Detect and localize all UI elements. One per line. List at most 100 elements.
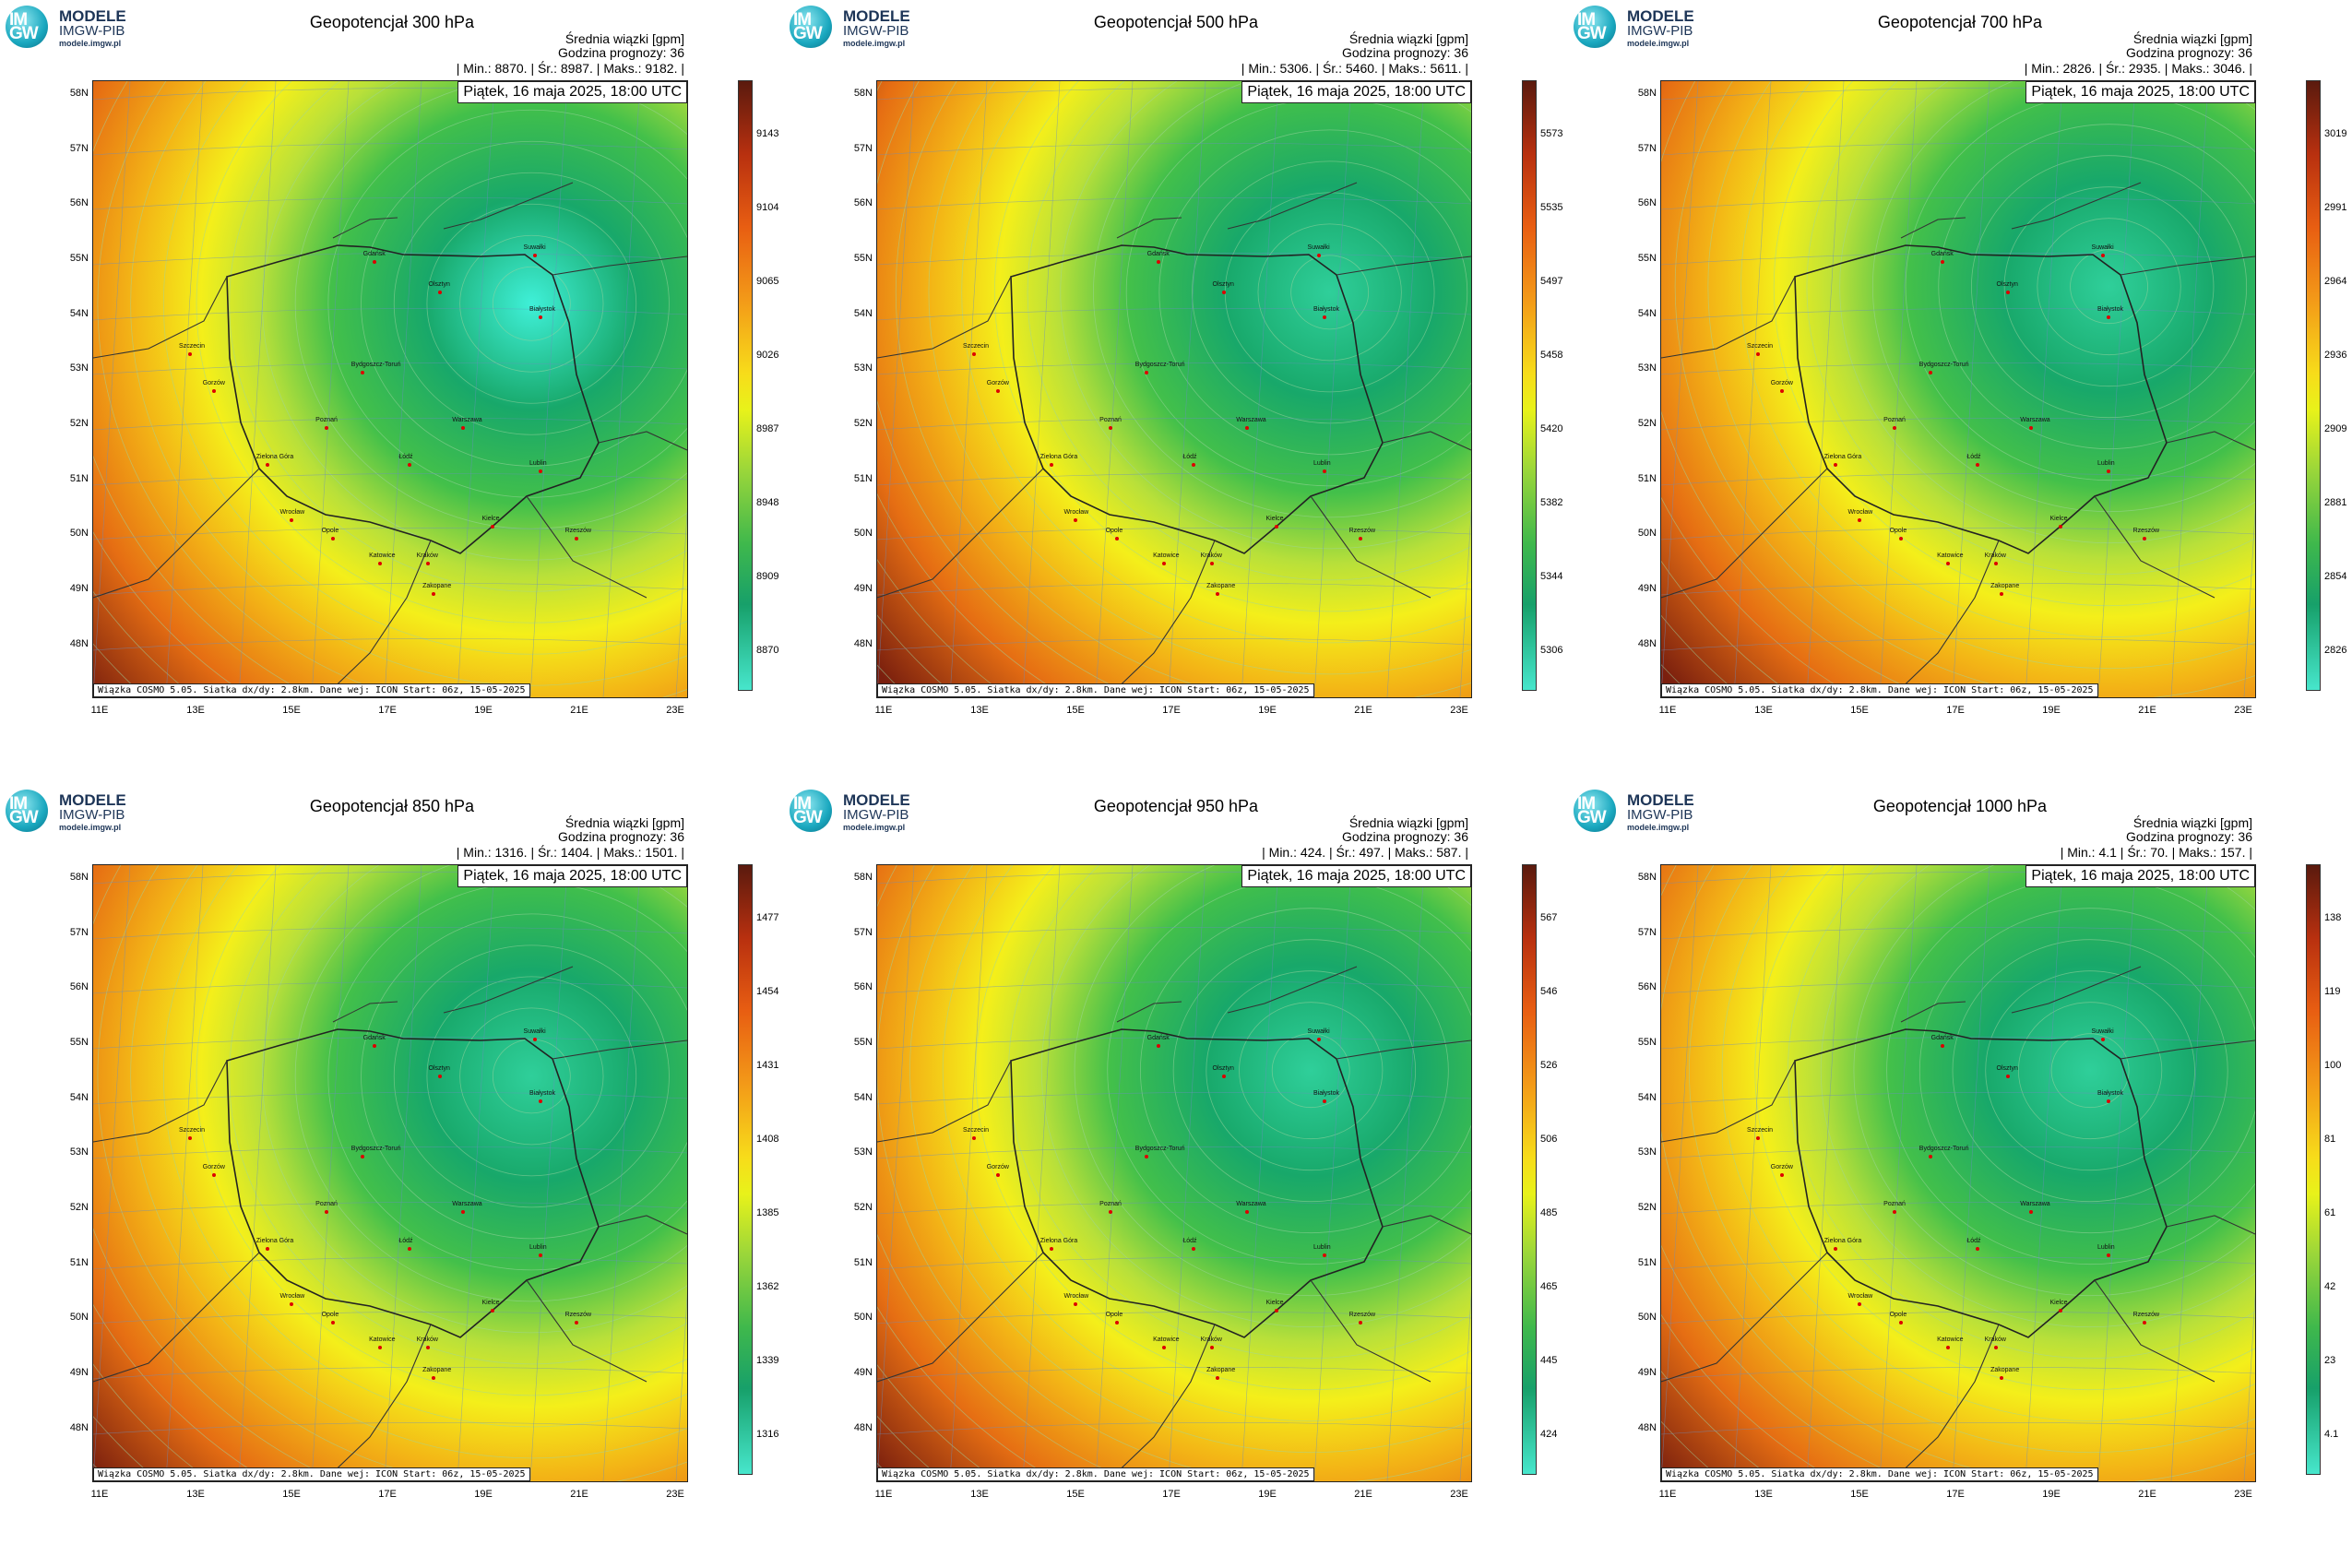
lat-label: 57N <box>69 927 89 938</box>
contour-line <box>294 865 687 1302</box>
lat-label: 54N <box>69 1092 89 1103</box>
contour-line <box>1918 908 2255 1234</box>
lat-label: 53N <box>69 362 89 374</box>
colorbar-tick: 8909 <box>756 571 779 582</box>
city-marker <box>491 1308 495 1313</box>
meridian-line <box>529 865 568 1481</box>
city-label: Gdańsk <box>1930 1034 1954 1041</box>
city-marker <box>1358 537 1362 541</box>
lat-label: 48N <box>1637 638 1657 649</box>
city-marker <box>972 1135 977 1140</box>
colorbar-tick: 23 <box>2324 1355 2336 1366</box>
contour-line <box>393 944 670 1208</box>
panel-title: Geopotencjał 850 hPa <box>309 797 475 815</box>
city-label: Gdańsk <box>362 1034 386 1041</box>
imgw-logo: IM GW MODELE IMGW-PIB modele.imgw.pl <box>1574 790 1721 836</box>
meridian-line <box>1095 81 1134 697</box>
logo-badge-text: IM GW <box>793 794 823 827</box>
colorbar-tick: 2826 <box>2324 645 2347 656</box>
parallel-line <box>877 1091 1471 1105</box>
colorbar-tick: 9026 <box>756 350 779 361</box>
city-marker <box>1898 1321 1903 1325</box>
city-marker <box>1275 1308 1279 1313</box>
parallel-line <box>93 252 687 266</box>
city-marker <box>360 370 364 374</box>
meridian-line <box>1095 865 1134 1481</box>
lon-label: 11E <box>874 1489 893 1500</box>
lon-label: 23E <box>666 1489 684 1500</box>
lon-label: 19E <box>2042 1489 2061 1500</box>
poland-border <box>1010 244 1384 554</box>
colorbar-tick: 5497 <box>1540 276 1563 287</box>
city-marker <box>1946 1346 1951 1350</box>
neighbour-borders <box>1661 1039 2255 1481</box>
city-marker <box>211 389 216 393</box>
info-forecast-hour: Godzina prognozy: 36 <box>1342 829 1468 844</box>
city-label: Gorzów <box>202 1164 225 1170</box>
city-label: Gdańsk <box>1930 250 1954 257</box>
city-label: Poznań <box>315 417 338 424</box>
contour-line <box>1674 81 2255 697</box>
city-marker <box>2029 1210 2034 1215</box>
city-marker <box>1114 537 1119 541</box>
lon-label: 13E <box>970 1489 989 1500</box>
lat-label: 57N <box>853 927 873 938</box>
city-marker <box>972 351 977 356</box>
meridian-line <box>2243 1291 2255 1481</box>
parallel-line <box>93 196 687 210</box>
logo-subtitle: IMGW-PIB <box>59 23 125 39</box>
parallel-line <box>93 307 687 321</box>
city-label: Opole <box>1889 1312 1907 1319</box>
city-marker <box>1109 426 1113 431</box>
city-marker <box>211 1173 216 1177</box>
city-label: Poznań <box>1883 417 1906 424</box>
city-label: Białystok <box>529 305 556 313</box>
city-marker <box>437 291 442 295</box>
city-marker <box>1940 1043 1944 1048</box>
city-label: Olsztyn <box>428 1065 450 1073</box>
city-label: Rzeszów <box>1348 1312 1376 1319</box>
logo-badge-text: IM GW <box>9 794 39 827</box>
city-label: Katowice <box>1153 552 1180 560</box>
imgw-logo: IM GW MODELE IMGW-PIB modele.imgw.pl <box>1574 6 1721 52</box>
parallel-line <box>93 142 687 156</box>
lon-label: 19E <box>2042 705 2061 716</box>
meridian-line <box>238 865 277 1481</box>
meridian-line <box>1733 865 1772 1481</box>
meridian-line <box>457 865 495 1481</box>
geopotential-map: Gdańsk Suwałki Olsztyn Białystok Szczecin Byd… <box>92 864 688 1482</box>
colorbar-tick: 119 <box>2324 986 2341 997</box>
logo-badge-icon: IM GW <box>1574 790 1616 832</box>
city-label: Łódź <box>1966 1238 1981 1245</box>
meridian-line <box>949 865 988 1481</box>
parallel-line <box>1661 362 2255 375</box>
city-label: Olsztyn <box>1212 281 1234 289</box>
city-label: Lublin <box>2097 1243 2115 1251</box>
logo-url: modele.imgw.pl <box>59 823 122 832</box>
lon-label: 17E <box>1162 1489 1181 1500</box>
city-label: Kraków <box>1200 1336 1222 1344</box>
city-label: Szczecin <box>1747 342 1774 350</box>
lat-label: 49N <box>853 1367 873 1378</box>
lon-label: 15E <box>282 705 301 716</box>
lat-label: 55N <box>1637 253 1657 264</box>
colorbar-tick: 1339 <box>756 1355 779 1366</box>
city-marker <box>2100 254 2105 258</box>
colorbar <box>1522 80 1537 691</box>
lon-label: 13E <box>1754 1489 1773 1500</box>
info-units: Średnia wiązki [gpm] <box>564 31 684 46</box>
panel-stats: | Min.: 424. | Śr.: 497. | Maks.: 587. | <box>1262 845 1468 860</box>
poland-border <box>1794 244 2168 554</box>
info-forecast-hour: Godzina prognozy: 36 <box>1342 45 1468 60</box>
map-panel-2: IM GW MODELE IMGW-PIB modele.imgw.pl Geopote… <box>784 0 1568 784</box>
colorbar-tick: 81 <box>2324 1134 2336 1145</box>
parallel-line <box>93 1366 687 1380</box>
city-marker <box>330 1321 335 1325</box>
colorbar-tick: 485 <box>1540 1207 1558 1218</box>
colorbar-tick: 42 <box>2324 1281 2336 1292</box>
logo-subtitle: IMGW-PIB <box>1627 23 1693 39</box>
city-marker <box>1756 1135 1761 1140</box>
lat-label: 55N <box>853 1037 873 1048</box>
logo-title: MODELE <box>59 791 126 809</box>
panel-title: Geopotencjał 500 hPa <box>1093 13 1259 31</box>
